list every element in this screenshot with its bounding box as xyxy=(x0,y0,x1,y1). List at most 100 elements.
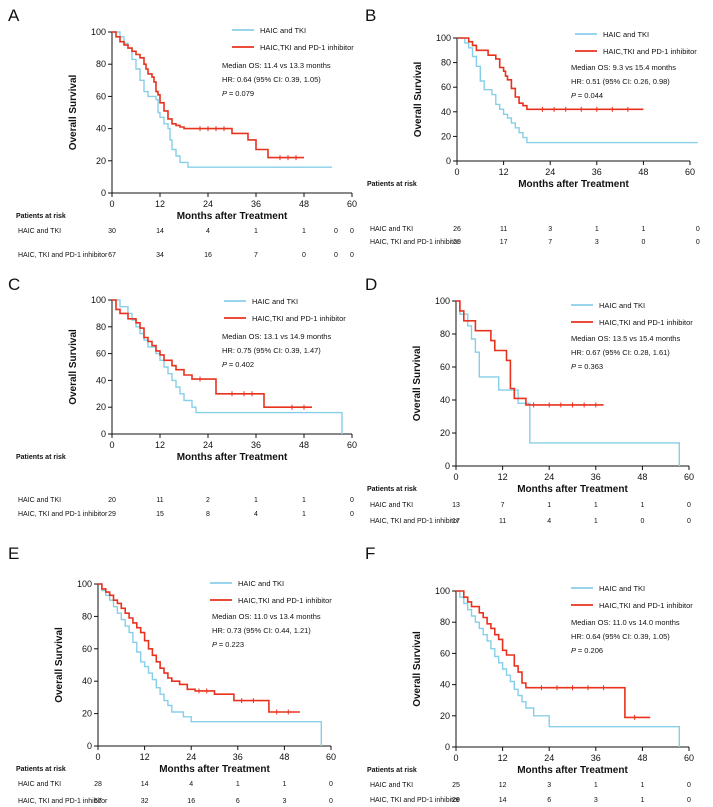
x-axis-label: Months after Treatment xyxy=(177,452,288,463)
x-tick-label: 24 xyxy=(545,167,555,177)
risk-count: 29 xyxy=(108,511,116,518)
risk-count: 17 xyxy=(500,239,508,246)
y-tick-label: 40 xyxy=(82,676,92,686)
median-os-text: Median OS: 11.4 vs 13.3 months xyxy=(222,61,331,70)
curve-haic-tki-pd1 xyxy=(456,300,604,406)
panel-c: C 0 20 40 60 80 100 0 12 24 36 48 60 Overall Survival… xyxy=(0,269,357,538)
y-tick-label: 60 xyxy=(441,82,451,92)
panel-e: E 0 20 40 60 80 100 0 12 24 36 48 60 Overall Survival… xyxy=(0,538,356,807)
legend-label: HAIC and TKI xyxy=(238,579,284,588)
risk-count: 11 xyxy=(500,226,507,233)
risk-row-label: HAIC and TKI xyxy=(18,497,61,504)
risk-count: 0 xyxy=(687,797,691,804)
p-value-text: P = 0.402 xyxy=(222,360,254,369)
risk-count: 1 xyxy=(236,781,240,788)
legend-label: HAIC,TKI and PD-1 inhibitor xyxy=(603,47,697,56)
y-tick-label: 0 xyxy=(446,156,451,166)
panel-letter: E xyxy=(8,544,19,563)
panel-a: A 0 20 40 60 80 100 0 12 24 36 48 60 Overall Survival… xyxy=(0,0,357,269)
x-tick-label: 48 xyxy=(637,472,647,482)
legend-label: HAIC,TKI and PD-1 inhibitor xyxy=(599,318,693,327)
y-tick-label: 60 xyxy=(82,644,92,654)
risk-count: 4 xyxy=(254,511,258,518)
y-tick-label: 80 xyxy=(440,329,450,339)
panel-f: F 0 20 40 60 80 100 0 12 24 36 48 60 Overall Survival… xyxy=(357,538,713,807)
y-tick-label: 20 xyxy=(440,711,450,721)
x-tick-label: 24 xyxy=(544,472,554,482)
y-tick-label: 100 xyxy=(91,295,106,305)
risk-count: 0 xyxy=(329,781,333,788)
risk-table-title: Patients at risk xyxy=(16,454,66,461)
curve-haic-tki-pd1 xyxy=(98,583,300,713)
risk-count: 0 xyxy=(334,252,338,259)
risk-count: 1 xyxy=(640,502,644,509)
x-tick-label: 24 xyxy=(544,753,554,763)
hazard-ratio-text: HR: 0.64 (95% CI: 0.39, 1.05) xyxy=(222,75,321,84)
y-tick-label: 0 xyxy=(445,742,450,752)
risk-count: 1 xyxy=(641,226,645,233)
risk-count: 67 xyxy=(108,252,116,259)
x-tick-label: 0 xyxy=(453,472,458,482)
risk-count: 8 xyxy=(206,511,210,518)
risk-count: 1 xyxy=(640,797,644,804)
risk-count: 1 xyxy=(254,497,258,504)
y-tick-label: 60 xyxy=(440,648,450,658)
x-tick-label: 12 xyxy=(498,472,508,482)
risk-table-title: Patients at risk xyxy=(16,213,66,220)
risk-count: 0 xyxy=(350,228,354,235)
y-tick-label: 40 xyxy=(96,124,106,134)
risk-count: 4 xyxy=(547,518,551,525)
x-tick-label: 12 xyxy=(499,167,509,177)
risk-count: 7 xyxy=(254,252,258,259)
risk-count: 0 xyxy=(640,518,644,525)
risk-count: 3 xyxy=(547,782,551,789)
y-tick-label: 80 xyxy=(96,322,106,332)
x-tick-label: 60 xyxy=(326,752,336,762)
p-symbol: P xyxy=(222,89,229,98)
y-axis-label: Overall Survival xyxy=(68,329,79,405)
curve-haic-tki xyxy=(98,583,322,746)
risk-table-title: Patients at risk xyxy=(16,766,66,773)
p-value: = 0.079 xyxy=(229,89,254,98)
p-value-text: P = 0.044 xyxy=(571,91,603,100)
y-tick-label: 40 xyxy=(96,375,106,385)
risk-count: 14 xyxy=(499,797,507,804)
panel-letter: A xyxy=(8,6,20,25)
risk-count: 6 xyxy=(547,797,551,804)
risk-count: 17 xyxy=(452,518,460,525)
p-value-text: P = 0.363 xyxy=(571,362,603,371)
risk-count: 1 xyxy=(282,781,286,788)
risk-table-title: Patients at risk xyxy=(367,486,417,493)
x-tick-label: 36 xyxy=(591,472,601,482)
risk-row-label: HAIC and TKI xyxy=(370,226,413,233)
risk-row-label: HAIC, TKI and PD-1 inhibitor xyxy=(370,518,460,525)
risk-count: 1 xyxy=(302,228,306,235)
y-tick-label: 20 xyxy=(96,156,106,166)
x-tick-label: 36 xyxy=(233,752,243,762)
risk-count: 1 xyxy=(302,497,306,504)
y-tick-label: 100 xyxy=(435,586,450,596)
p-value: = 0.206 xyxy=(578,646,603,655)
x-axis-label: Months after Treatment xyxy=(517,765,628,776)
y-tick-label: 0 xyxy=(445,461,450,471)
p-symbol: P xyxy=(212,640,219,649)
risk-count: 0 xyxy=(687,782,691,789)
y-tick-label: 80 xyxy=(441,58,451,68)
panel-d: D 0 20 40 60 80 100 0 12 24 36 48 60 Overall Survival… xyxy=(357,269,713,538)
risk-count: 1 xyxy=(547,502,551,509)
hazard-ratio-text: HR: 0.51 (95% CI: 0.26, 0.98) xyxy=(571,77,670,86)
risk-count: 28 xyxy=(94,781,102,788)
risk-row-label: HAIC and TKI xyxy=(18,228,61,235)
risk-count: 0 xyxy=(350,497,354,504)
x-axis-label: Months after Treatment xyxy=(517,484,628,495)
legend-label: HAIC and TKI xyxy=(599,301,645,310)
legend-label: HAIC and TKI xyxy=(603,30,649,39)
y-tick-label: 20 xyxy=(440,428,450,438)
risk-count: 25 xyxy=(452,782,460,789)
risk-count: 20 xyxy=(108,497,116,504)
x-tick-label: 36 xyxy=(251,440,261,450)
risk-count: 1 xyxy=(594,502,598,509)
